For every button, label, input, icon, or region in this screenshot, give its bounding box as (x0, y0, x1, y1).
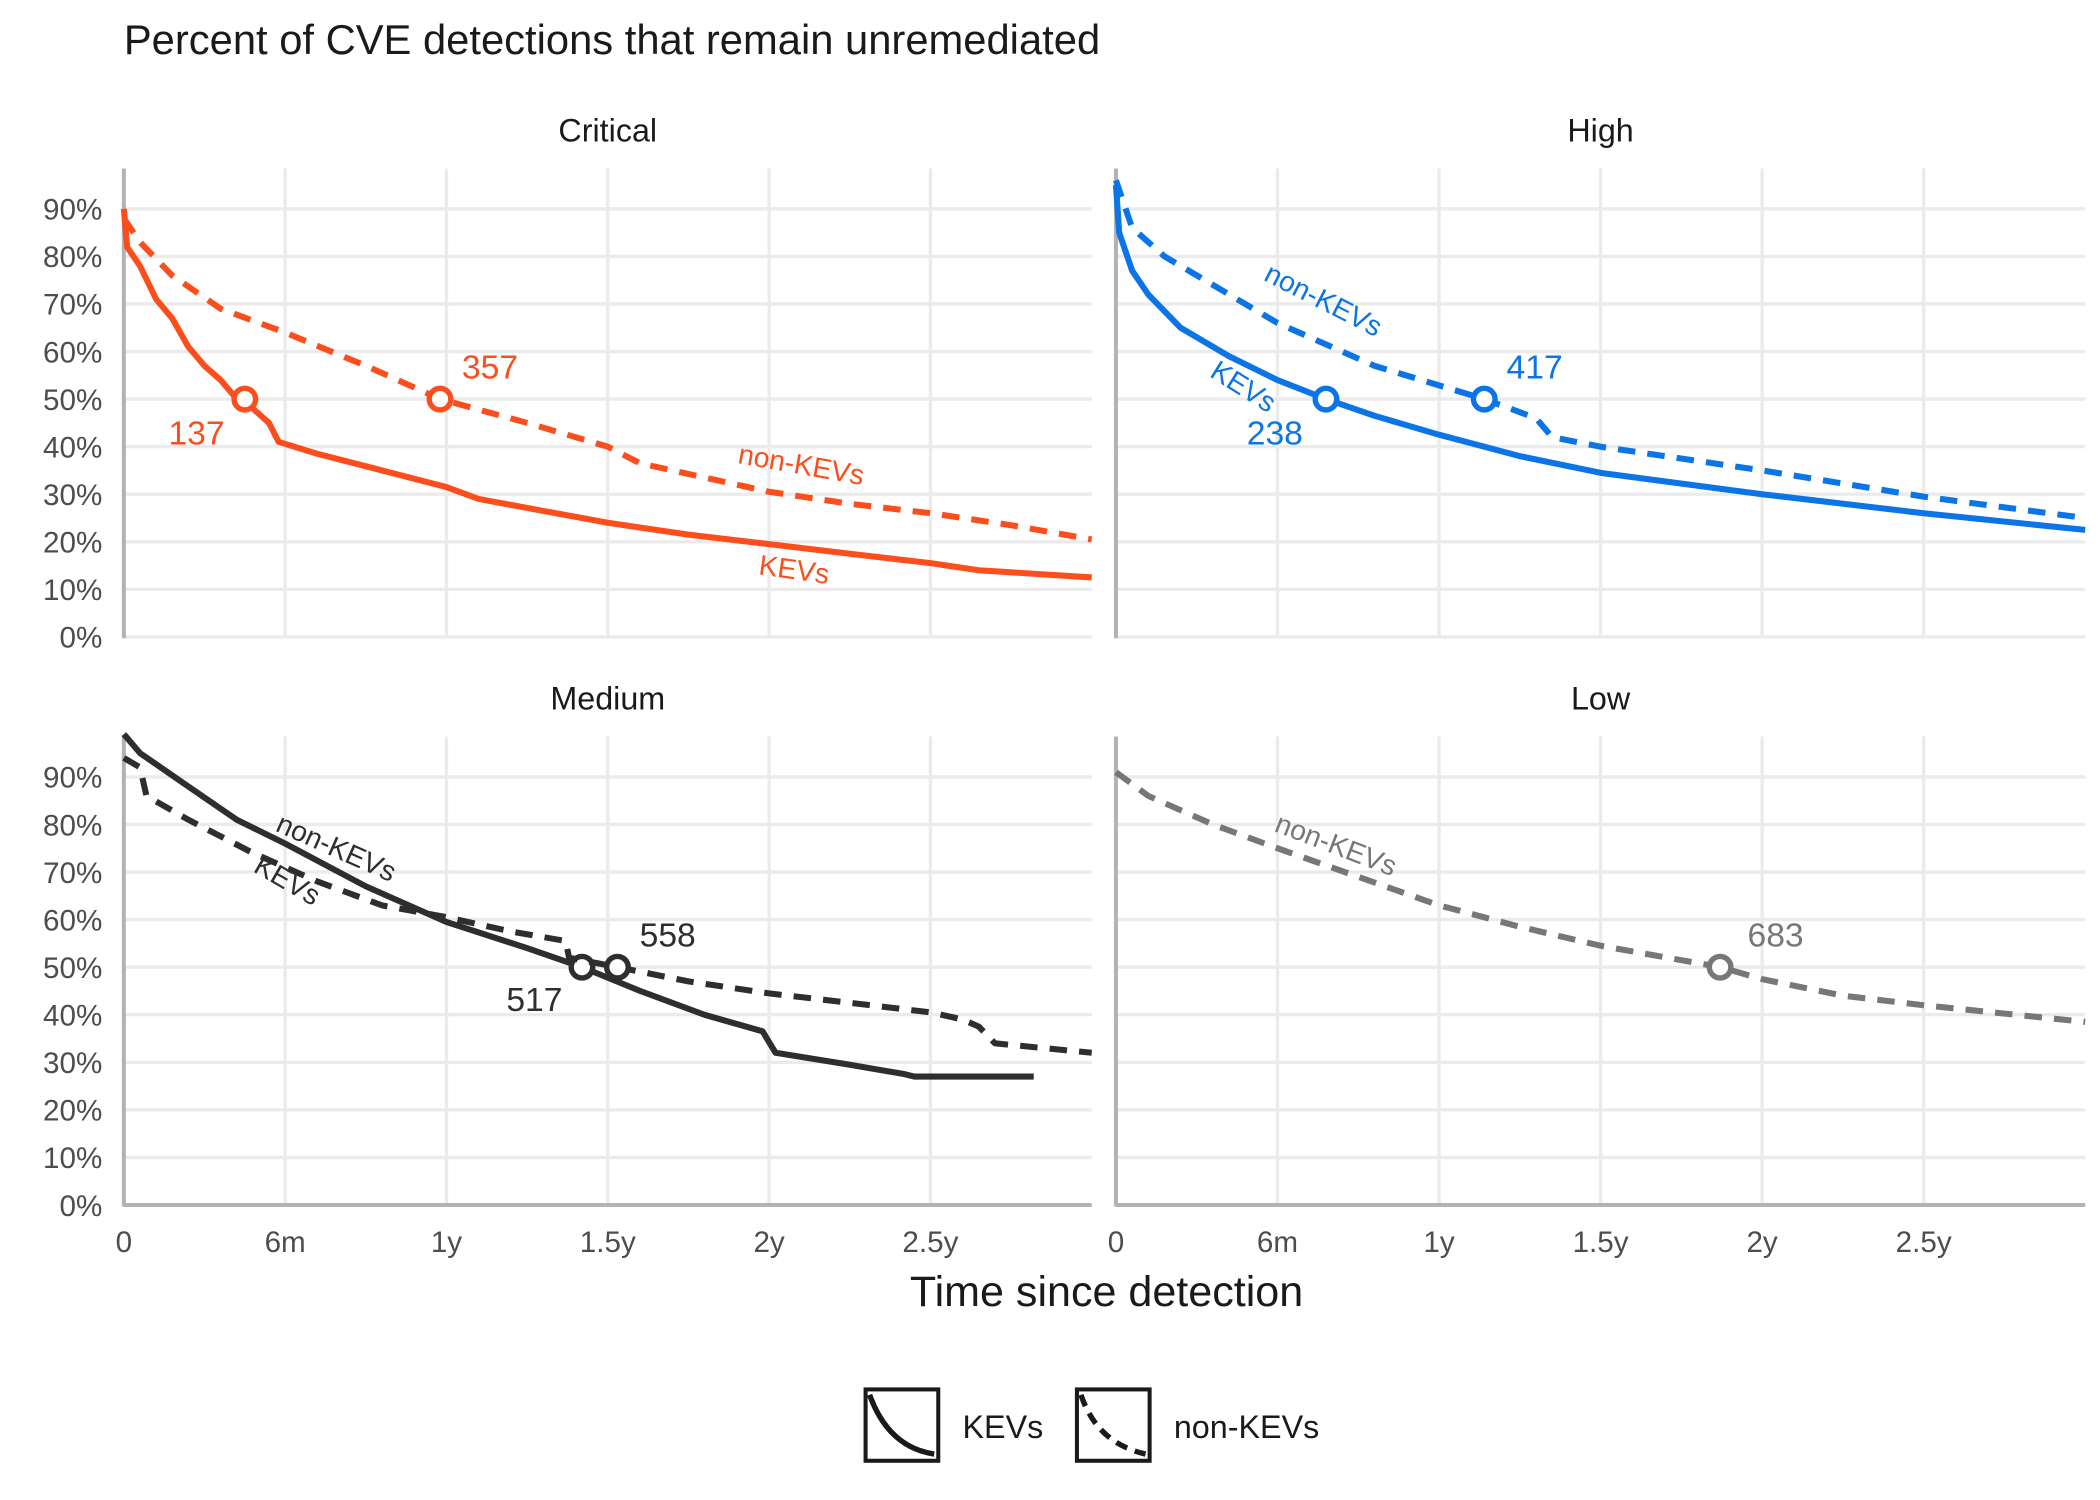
y-tick-label: 40% (43, 431, 102, 464)
legend-item-non-kevs: non-KEVs (1074, 1387, 1319, 1463)
legend: KEVs non-KEVs (863, 1387, 1319, 1463)
median-days-label: 137 (168, 415, 224, 452)
legend-label-non-kevs: non-KEVs (1174, 1409, 1319, 1445)
y-tick-label: 10% (43, 574, 102, 607)
median-days-label: 417 (1507, 349, 1563, 386)
panel-title: Critical (558, 113, 657, 149)
y-tick-label: 50% (43, 384, 102, 417)
median-marker (1312, 385, 1340, 413)
median-days-label: 357 (462, 349, 518, 386)
y-tick-label: 20% (43, 1095, 102, 1128)
median-marker (1470, 385, 1498, 413)
median-days-label: 238 (1247, 415, 1303, 452)
x-tick-label: 6m (265, 1226, 306, 1259)
panel-title: High (1567, 113, 1633, 149)
x-tick-label: 2y (1746, 1226, 1777, 1259)
median-marker (426, 385, 454, 413)
series-line-kevs (121, 732, 1034, 1080)
legend-item-kevs: KEVs (863, 1387, 1044, 1463)
y-tick-label: 0% (60, 1190, 103, 1223)
y-tick-label: 50% (43, 952, 102, 985)
x-tick-label: 1y (1423, 1226, 1454, 1259)
y-tick-label: 10% (43, 1142, 102, 1175)
y-tick-label: 30% (43, 479, 102, 512)
legend-solid-line (867, 1393, 935, 1457)
x-tick-label: 6m (1257, 1226, 1298, 1259)
y-tick-label: 40% (43, 1000, 102, 1033)
series-line-non-kevs (121, 216, 1093, 543)
y-tick-label: 80% (43, 241, 102, 274)
median-marker (231, 385, 259, 413)
y-tick-label: 70% (43, 857, 102, 890)
x-tick-label: 2.5y (1896, 1226, 1952, 1259)
series-line-kevs (120, 208, 1092, 581)
chart-title: Percent of CVE detections that remain un… (124, 16, 1100, 63)
median-marker (1706, 953, 1734, 981)
legend-key-solid (863, 1387, 941, 1463)
x-tick-label: 1y (431, 1226, 462, 1259)
x-tick-label: 2.5y (902, 1226, 958, 1259)
legend-label-kevs: KEVs (963, 1409, 1044, 1445)
x-tick-label: 1.5y (580, 1226, 636, 1259)
y-tick-label: 60% (43, 336, 102, 369)
series-line-non-kevs (122, 755, 1093, 1056)
x-axis-label: Time since detection (910, 1268, 1303, 1316)
median-days-label: 558 (640, 918, 696, 955)
x-tick-label: 1.5y (1573, 1226, 1629, 1259)
panel-medium: Medium 0% 10% 20% 30% 40% 50% 60% 70% 80% 90% 0 6m 1y… (43, 681, 1093, 1259)
median-days-label: 517 (506, 982, 562, 1019)
y-tick-label: 0% (60, 622, 103, 655)
median-days-label: 683 (1748, 918, 1804, 955)
y-tick-label: 80% (43, 809, 102, 842)
y-tick-label: 90% (43, 762, 102, 795)
y-tick-label: 30% (43, 1047, 102, 1080)
median-marker (604, 953, 631, 981)
panel-title: Medium (550, 681, 665, 717)
panel-critical: Critical0%10%20%30%40%50%60%70%80%90%KEV… (43, 113, 1093, 655)
y-tick-label: 90% (43, 194, 102, 227)
y-tick-label: 70% (43, 289, 102, 322)
y-tick-label: 60% (43, 904, 102, 937)
legend-dashed-line (1078, 1393, 1147, 1457)
panels: Critical0%10%20%30%40%50%60%70%80%90%KEV… (43, 113, 2086, 1259)
y-tick-label: 20% (43, 527, 102, 560)
legend-key-dashed (1074, 1387, 1152, 1463)
x-tick-label: 0 (1108, 1226, 1124, 1259)
x-tick-label: 0 (116, 1226, 132, 1259)
panel-title: Low (1571, 681, 1631, 717)
x-tick-label: 2y (753, 1226, 784, 1259)
